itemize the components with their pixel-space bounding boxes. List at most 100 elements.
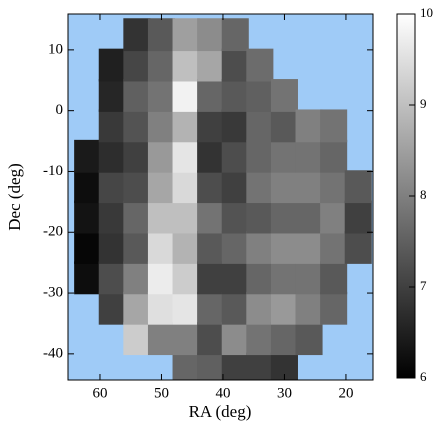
sky-cell — [270, 200, 298, 234]
sky-cell — [98, 48, 126, 82]
sky-cell — [172, 139, 200, 173]
sky-cell — [270, 79, 298, 112]
colorbar-tick-label: 7 — [420, 278, 427, 293]
sky-cell — [270, 109, 298, 143]
sky-cell — [172, 109, 200, 143]
sky-cell — [172, 261, 200, 295]
plot-frame — [67, 13, 374, 381]
colorbar-tick-label: 8 — [420, 187, 427, 202]
sky-cell — [74, 139, 102, 173]
colorbar-tick-label: 10 — [420, 5, 433, 20]
sky-cell — [123, 231, 151, 264]
sky-cell — [197, 18, 225, 52]
sky-cell — [197, 109, 225, 143]
sky-cell — [123, 79, 151, 112]
sky-cell — [197, 139, 225, 173]
sky-cell — [246, 79, 274, 112]
sky-cell — [147, 79, 175, 112]
sky-cell — [344, 231, 372, 264]
y-axis-label: Dec (deg) — [5, 163, 24, 231]
sky-cell — [221, 231, 249, 264]
sky-cell — [172, 200, 200, 234]
x-tick-label: 50 — [154, 385, 169, 401]
sky-cell — [246, 231, 274, 264]
sky-cell — [98, 170, 126, 204]
sky-cell — [147, 18, 175, 52]
sky-cell — [270, 231, 298, 264]
sky-cell — [295, 291, 323, 325]
sky-cell — [320, 200, 348, 234]
sky-cell — [98, 200, 126, 234]
sky-cell — [123, 48, 151, 82]
sky-cell — [246, 200, 274, 234]
sky-cell — [123, 200, 151, 234]
colorbar-tick-label: 6 — [420, 369, 427, 384]
sky-cell — [147, 170, 175, 204]
sky-cell — [270, 322, 298, 356]
sky-cell — [172, 79, 200, 112]
y-tick-label: -40 — [43, 345, 63, 361]
sky-cell — [295, 139, 323, 173]
sky-cell — [270, 139, 298, 173]
sky-cell — [197, 200, 225, 234]
sky-cell — [197, 352, 225, 380]
sky-cell — [246, 170, 274, 204]
sky-cell — [197, 48, 225, 82]
sky-cell — [147, 261, 175, 295]
sky-cell — [295, 109, 323, 143]
sky-cell — [123, 109, 151, 143]
sky-cell — [98, 139, 126, 173]
sky-cell — [74, 170, 102, 204]
sky-cell — [221, 291, 249, 325]
sky-cell — [123, 291, 151, 325]
sky-cell — [123, 18, 151, 52]
x-tick-label: 30 — [277, 385, 292, 401]
sky-cell — [147, 200, 175, 234]
sky-cell — [147, 322, 175, 356]
x-axis-label: RA (deg) — [189, 402, 252, 421]
sky-cell — [320, 261, 348, 295]
sky-cell — [147, 291, 175, 325]
sky-cell — [147, 139, 175, 173]
sky-cell — [344, 170, 372, 204]
sky-cell — [197, 79, 225, 112]
sky-cell — [320, 231, 348, 264]
sky-cell — [172, 231, 200, 264]
sky-cell — [270, 291, 298, 325]
sky-cell — [246, 139, 274, 173]
sky-cell — [246, 261, 274, 295]
sky-cell — [246, 109, 274, 143]
sky-cell — [172, 170, 200, 204]
sky-cell — [320, 291, 348, 325]
sky-cell — [246, 352, 274, 380]
sky-cell — [123, 139, 151, 173]
sky-cell — [221, 261, 249, 295]
sky-cell — [270, 170, 298, 204]
sky-cell — [98, 261, 126, 295]
x-tick-label: 40 — [215, 385, 230, 401]
sky-cell — [221, 79, 249, 112]
y-tick-label: 0 — [56, 102, 64, 118]
sky-cell — [172, 352, 200, 380]
sky-cell — [172, 48, 200, 82]
sky-cell — [221, 200, 249, 234]
sky-cell — [98, 231, 126, 264]
sky-cell — [147, 109, 175, 143]
sky-cell — [320, 139, 348, 173]
sky-cell — [123, 261, 151, 295]
sky-cell — [172, 322, 200, 356]
sky-cell — [221, 139, 249, 173]
x-tick-label: 20 — [338, 385, 353, 401]
sky-cell — [197, 231, 225, 264]
sky-cell — [221, 170, 249, 204]
sky-cell — [295, 200, 323, 234]
sky-cell — [74, 200, 102, 234]
sky-cell — [246, 291, 274, 325]
sky-cell — [295, 261, 323, 295]
sky-cell — [221, 322, 249, 356]
sky-cell — [320, 109, 348, 143]
sky-cell — [270, 352, 298, 380]
sky-cell — [147, 231, 175, 264]
sky-cell — [197, 291, 225, 325]
